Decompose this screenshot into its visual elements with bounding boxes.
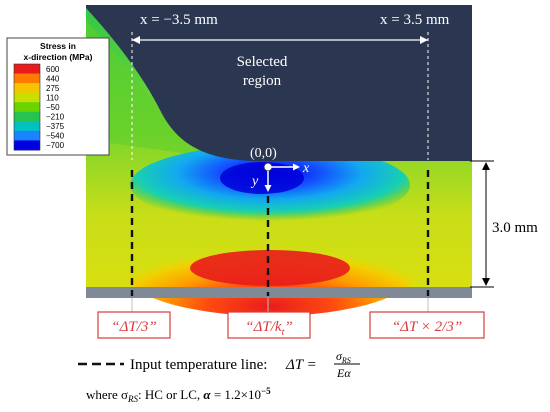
- legend-bar-outline: [13, 63, 41, 151]
- legend-swatch: [14, 83, 40, 94]
- formula-where: where σRS: HC or LC, α = 1.2×10−5: [86, 386, 271, 404]
- y-axis-label: y: [250, 174, 259, 189]
- selected-region: [86, 5, 472, 161]
- formula-line-label: Input temperature line:: [130, 357, 267, 373]
- legend-swatch: [14, 121, 40, 132]
- legend-swatches: [13, 63, 41, 151]
- selected-region-label-1: Selected: [237, 54, 288, 70]
- legend-swatch: [14, 92, 40, 103]
- depth-arrow-top: [482, 162, 490, 170]
- legend-tick-label: −540: [46, 132, 65, 141]
- x-axis-label: x: [302, 161, 310, 176]
- depth-arrow-bottom: [482, 278, 490, 286]
- label-center-sub: t: [282, 327, 285, 338]
- legend-title-2: x-direction (MPa): [24, 52, 93, 62]
- label-box-right: [369, 311, 485, 339]
- selected-region-label-2: region: [243, 73, 282, 89]
- compressive-peak: [220, 162, 304, 194]
- formula-numerator: σRS: [336, 349, 351, 365]
- where-alpha: α: [203, 387, 211, 402]
- legend-swatch: [14, 111, 40, 122]
- y-axis-head: [264, 185, 272, 192]
- label-left: “ΔT/3”: [111, 319, 157, 335]
- label-center-end: ”: [284, 319, 292, 335]
- legend-tick-label: −210: [46, 113, 65, 122]
- where-alpha-rest: = 1.2×10: [211, 387, 261, 402]
- origin-label: (0,0): [250, 146, 277, 161]
- legend-swatch: [14, 102, 40, 113]
- x-left-label: x = −3.5 mm: [140, 12, 218, 28]
- span-arrow-right-head: [420, 36, 428, 44]
- formula-denominator: Eα: [336, 366, 351, 380]
- x-right-label: x = 3.5 mm: [380, 12, 450, 28]
- fillet-zone: [86, 20, 235, 160]
- label-box-center: [227, 311, 311, 339]
- where-exponent: −5: [261, 386, 271, 396]
- legend-swatch: [14, 140, 40, 151]
- legend-tick-label: 110: [46, 93, 59, 102]
- depth-label: 3.0 mm: [492, 220, 538, 236]
- label-center-main: “ΔT/k: [245, 319, 282, 335]
- legend-tick-label: 275: [46, 84, 60, 93]
- legend-tick-label: −50: [46, 103, 60, 112]
- formula-lhs: ΔT =: [285, 357, 317, 373]
- legend-swatch: [14, 73, 40, 84]
- label-center: “ΔT/kt”: [245, 319, 292, 338]
- origin-marker: [263, 162, 273, 172]
- legend-tick-label: −375: [46, 122, 65, 131]
- label-right: “ΔT × 2/3”: [392, 319, 462, 335]
- legend-tick-label: 600: [46, 65, 60, 74]
- where-sub: RS: [127, 394, 138, 404]
- formula-numerator-sub: RS: [341, 356, 351, 365]
- where-rest: : HC or LC,: [138, 387, 203, 402]
- where-prefix: where σ: [86, 387, 128, 402]
- formula-numerator-main: σ: [336, 349, 343, 363]
- legend-tick-label: −700: [46, 141, 65, 150]
- legend-swatch: [14, 64, 40, 75]
- span-arrow-left-head: [132, 36, 140, 44]
- legend-swatch: [14, 130, 40, 141]
- x-axis-head: [293, 163, 300, 171]
- legend-title-1: Stress in: [40, 41, 76, 51]
- tensile-peak: [190, 250, 350, 286]
- substrate-strip: [86, 287, 472, 298]
- legend-tick-label: 440: [46, 74, 60, 83]
- label-box-left: [97, 311, 171, 339]
